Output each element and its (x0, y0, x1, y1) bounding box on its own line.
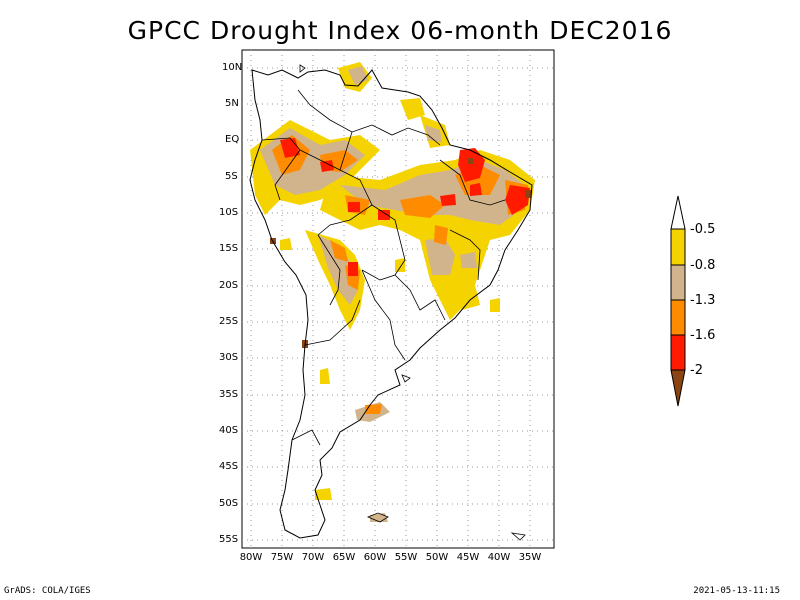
x-tick-label: 40W (487, 552, 511, 563)
x-tick-label: 60W (363, 552, 387, 563)
legend-swatch-brown (670, 369, 686, 407)
x-tick-label: 70W (301, 552, 325, 563)
y-tick-label: EQ (225, 134, 240, 145)
x-tick-label: 45W (456, 552, 480, 563)
legend-label: -1.3 (690, 293, 716, 308)
y-tick-label: 35S (219, 389, 239, 400)
coastline (249, 69, 533, 539)
y-tick-label: 45S (219, 461, 239, 472)
legend-label: -1.6 (690, 328, 716, 343)
legend-label: -0.5 (690, 222, 716, 237)
y-tick-label: 25S (219, 316, 239, 327)
y-tick-label: 15S (219, 243, 239, 254)
legend-swatch-tan (670, 264, 686, 301)
legend-label: -2 (690, 363, 703, 378)
drought-shading (250, 62, 535, 522)
y-tick-label: 40S (219, 425, 239, 436)
x-tick-label: 35W (518, 552, 542, 563)
y-tick-label: 5N (225, 98, 239, 109)
x-tick-label: 65W (332, 552, 356, 563)
legend-swatch-white (670, 195, 686, 230)
y-tick-label: 20S (219, 280, 239, 291)
footer-credit: GrADS: COLA/IGES (4, 586, 91, 596)
country-borders (261, 89, 506, 446)
islands (299, 64, 526, 541)
y-tick-label: 30S (219, 352, 239, 363)
y-tick-label: 10S (219, 207, 239, 218)
legend-label: -0.8 (690, 258, 716, 273)
x-tick-label: 55W (394, 552, 418, 563)
y-tick-label: 50S (219, 498, 239, 509)
x-tick-label: 80W (239, 552, 263, 563)
legend-swatch-yellow (670, 228, 686, 266)
y-tick-label: 5S (225, 171, 238, 182)
x-tick-label: 75W (270, 552, 294, 563)
legend-colorbar (670, 195, 686, 407)
legend-swatch-orange (670, 299, 686, 336)
y-tick-label: 10N (222, 62, 243, 73)
y-tick-label: 55S (219, 534, 239, 545)
map-title: GPCC Drought Index 06-month DEC2016 (127, 16, 673, 45)
legend-swatch-red (670, 334, 686, 371)
x-tick-label: 50W (425, 552, 449, 563)
footer-timestamp: 2021-05-13-11:15 (693, 586, 780, 596)
